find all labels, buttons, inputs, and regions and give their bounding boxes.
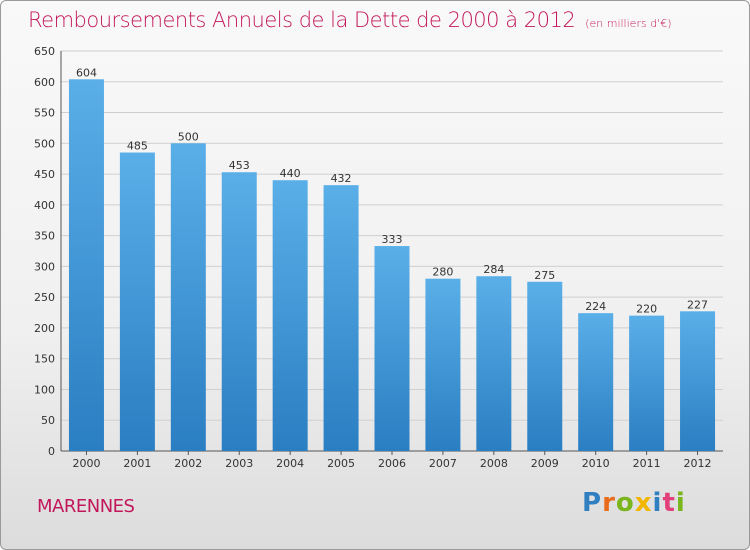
bar bbox=[170, 143, 206, 452]
bar-value-label: 440 bbox=[280, 167, 301, 180]
x-tick-label: 2006 bbox=[378, 457, 406, 470]
x-tick-label: 2005 bbox=[327, 457, 355, 470]
y-tick-label: 250 bbox=[34, 291, 55, 304]
y-tick-label: 200 bbox=[34, 322, 55, 335]
x-tick-label: 2010 bbox=[582, 457, 610, 470]
bar bbox=[221, 172, 257, 451]
bar bbox=[119, 152, 155, 452]
y-tick-label: 100 bbox=[34, 383, 55, 396]
bar-value-label: 500 bbox=[178, 130, 199, 143]
chart-title: Remboursements Annuels de la Dette de 20… bbox=[28, 8, 671, 32]
bar bbox=[374, 246, 410, 451]
bar-value-label: 284 bbox=[483, 263, 504, 276]
y-tick-label: 500 bbox=[34, 137, 55, 150]
y-tick-label: 550 bbox=[34, 107, 55, 120]
chart-unit: (en milliers d'€) bbox=[585, 17, 672, 30]
logo-letter: P bbox=[582, 488, 603, 518]
logo-letter: o bbox=[615, 488, 635, 518]
labels: 0 50 100 150 200 250 300 350 400 450 500 550 600 650 6… bbox=[34, 45, 712, 470]
proxiti-logo[interactable]: Proxiti bbox=[582, 488, 686, 518]
y-tick-label: 0 bbox=[48, 445, 55, 458]
y-tick-label: 600 bbox=[34, 76, 55, 89]
y-tick-label: 450 bbox=[34, 168, 55, 181]
logo-letter: r bbox=[602, 488, 616, 518]
x-tick-label: 2004 bbox=[276, 457, 304, 470]
x-tick-label: 2007 bbox=[429, 457, 457, 470]
bar-value-label: 485 bbox=[127, 140, 148, 153]
x-tick-label: 2012 bbox=[684, 457, 712, 470]
y-tick-label: 150 bbox=[34, 353, 55, 366]
logo-letter: i bbox=[675, 488, 686, 518]
x-tick-label: 2001 bbox=[123, 457, 151, 470]
x-tick-label: 2009 bbox=[531, 457, 559, 470]
x-tick-label: 2002 bbox=[174, 457, 202, 470]
x-tick-label: 2011 bbox=[633, 457, 661, 470]
bar-value-label: 432 bbox=[331, 172, 352, 185]
bar bbox=[68, 79, 104, 452]
bar bbox=[527, 281, 563, 451]
y-tick-label: 650 bbox=[34, 45, 55, 58]
bar bbox=[680, 311, 716, 451]
logo-letter: x bbox=[634, 488, 653, 518]
bar-value-label: 280 bbox=[432, 266, 453, 279]
bar bbox=[425, 278, 461, 451]
y-tick-label: 300 bbox=[34, 260, 55, 273]
x-tick-label: 2008 bbox=[480, 457, 508, 470]
x-tick-label: 2003 bbox=[225, 457, 253, 470]
logo-letter: i bbox=[652, 488, 663, 518]
y-tick-label: 50 bbox=[41, 414, 55, 427]
bar bbox=[578, 313, 614, 451]
bar-value-label: 333 bbox=[382, 233, 403, 246]
commune-name: MARENNES bbox=[37, 496, 135, 517]
y-tick-label: 400 bbox=[34, 199, 55, 212]
chart-title-text: Remboursements Annuels de la Dette de 20… bbox=[28, 8, 576, 32]
bars bbox=[68, 79, 716, 452]
y-tick-label: 350 bbox=[34, 230, 55, 243]
bar-value-label: 275 bbox=[534, 269, 555, 282]
bar-value-label: 604 bbox=[76, 66, 97, 79]
bar-value-label: 224 bbox=[585, 300, 606, 313]
logo-letter: t bbox=[662, 488, 676, 518]
bar bbox=[323, 185, 359, 451]
bar bbox=[476, 276, 512, 451]
bar-value-label: 220 bbox=[636, 303, 657, 316]
bar bbox=[272, 180, 308, 451]
bar bbox=[629, 315, 665, 451]
x-tick-label: 2000 bbox=[72, 457, 100, 470]
bar-value-label: 227 bbox=[687, 298, 708, 311]
bar-value-label: 453 bbox=[229, 159, 250, 172]
